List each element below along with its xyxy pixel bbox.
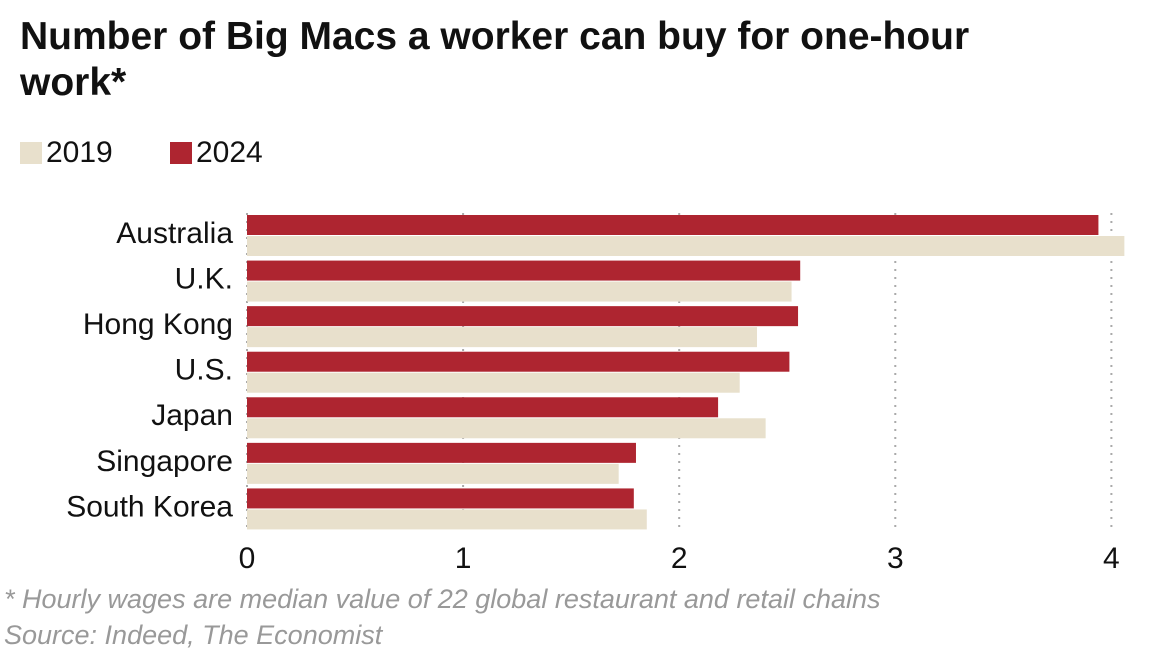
bar — [247, 488, 634, 509]
y-tick-label: Hong Kong — [83, 308, 233, 341]
bar — [247, 281, 792, 302]
bar — [247, 306, 799, 327]
x-tick-label: 2 — [671, 542, 688, 575]
bar — [247, 397, 719, 418]
source: Source: Indeed, The Economist — [4, 620, 384, 650]
footnote: * Hourly wages are median value of 22 gl… — [4, 584, 881, 614]
legend-label: 2019 — [46, 136, 113, 169]
bar — [247, 215, 1099, 235]
x-tick-label: 3 — [887, 542, 904, 575]
bar — [247, 236, 1125, 256]
legend-swatch — [20, 142, 42, 164]
bar — [247, 327, 757, 348]
y-tick-label: U.K. — [175, 262, 233, 295]
x-tick-label: 4 — [1103, 542, 1120, 575]
bar — [247, 509, 647, 530]
bar — [247, 372, 740, 393]
y-tick-label: Japan — [151, 399, 233, 432]
legend-label: 2024 — [196, 136, 263, 169]
y-tick-label: South Korea — [66, 490, 233, 523]
y-tick-label: U.S. — [175, 354, 233, 387]
legend-swatch — [170, 142, 192, 164]
x-tick-label: 1 — [455, 542, 472, 575]
y-tick-label: Australia — [116, 217, 233, 250]
chart-title: Number of Big Macs a worker can buy for … — [20, 15, 970, 104]
bar — [247, 351, 790, 372]
bar — [247, 463, 619, 484]
bar — [247, 260, 801, 281]
bar — [247, 418, 766, 439]
bar — [247, 442, 636, 463]
y-tick-label: Singapore — [96, 445, 233, 478]
x-tick-label: 0 — [239, 542, 256, 575]
